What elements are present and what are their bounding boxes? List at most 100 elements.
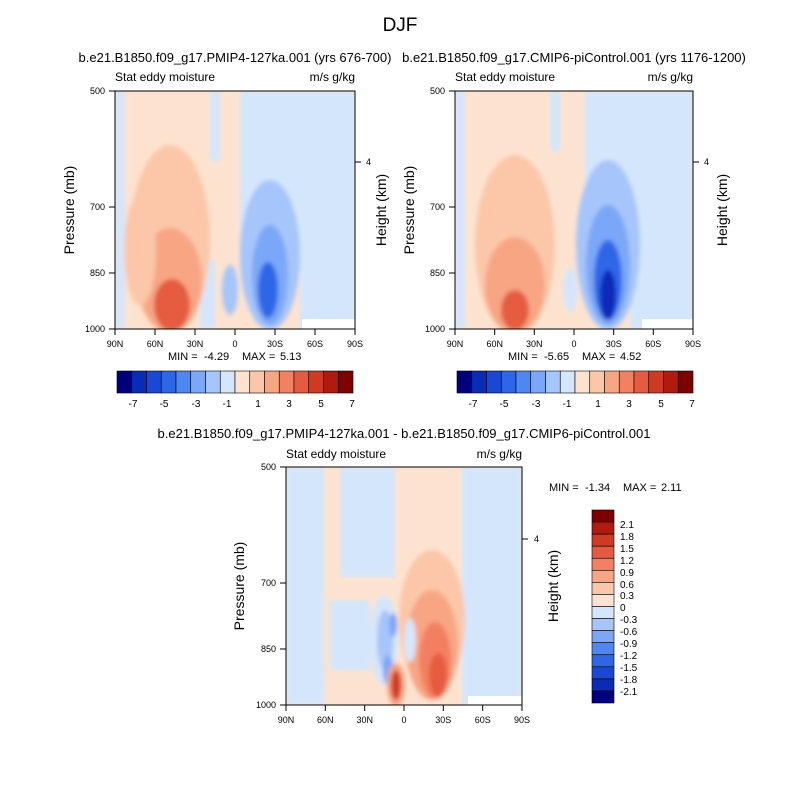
panel-1-x-tick-label: 30S <box>606 339 622 349</box>
colorbar-box <box>205 370 221 394</box>
panel-1-x-tick-label: 60N <box>486 339 503 349</box>
colorbar-box <box>591 521 615 535</box>
main-title: DJF <box>383 15 418 36</box>
panel-0-y-axis-label: Pressure (mb) <box>61 166 77 255</box>
panel-2-colorbar-label: 2.1 <box>620 520 634 531</box>
panel-1-colorbar-label: 3 <box>626 399 632 410</box>
panel-2-min-value: -1.34 <box>585 482 610 494</box>
colorbar-box <box>591 582 615 595</box>
panel-1-colorbar-label: -5 <box>500 399 509 410</box>
panel-0-max-label: MAX = <box>242 351 275 363</box>
panel-0-colorbar <box>116 370 354 394</box>
colorbar-box <box>249 370 265 394</box>
panel-2-colorbar-label: 0 <box>620 603 626 614</box>
panel-2-right-label: m/s g/kg <box>477 447 522 461</box>
panel-1-left-label: Stat eddy moisture <box>455 70 555 84</box>
panel-2-colorbar-label: 0.6 <box>620 580 634 591</box>
panel-1-max-label: MAX = <box>582 351 615 363</box>
panel-1-colorbar-label: 5 <box>658 399 664 410</box>
panel-2-minmax: MIN = -1.34 MAX = 2.11 <box>549 482 682 494</box>
panel-1-y-axis: 500 700 850 1000 Pressure (mb) <box>401 86 455 334</box>
panel-0-min-label: MIN = <box>168 351 198 363</box>
panel-2-y-tick-label: 850 <box>261 644 276 654</box>
panel-2-colorbar-label: -2.1 <box>620 687 638 698</box>
colorbar-box <box>146 370 162 394</box>
colorbar-box <box>648 370 664 394</box>
panel-2-colorbar-label: -0.3 <box>620 615 638 626</box>
panel-1-x-tick-label: 30N <box>526 339 543 349</box>
panel-2-y-axis: 500 700 850 1000 Pressure (mb) <box>231 462 286 710</box>
panel-1-colorbar-label: -3 <box>532 399 541 410</box>
panel-0-right-label: m/s g/kg <box>310 70 355 84</box>
panel-1-right-label: m/s g/kg <box>648 70 693 84</box>
colorbar-box <box>160 370 177 394</box>
colorbar-box <box>308 370 324 394</box>
colorbar-box <box>591 570 615 583</box>
panel-2-colorbar-label: 0.9 <box>620 568 634 579</box>
colorbar-box <box>663 370 679 394</box>
panel-2-x-tick-label: 60N <box>317 715 334 725</box>
colorbar-box <box>131 370 147 394</box>
colorbar-box <box>618 370 635 394</box>
panel-1-y2-axis-label: Height (km) <box>714 174 730 246</box>
panel-0-y-tick-label: 700 <box>90 202 105 212</box>
panel-0-colorbar-label: 5 <box>318 399 324 410</box>
colorbar-box <box>589 370 605 394</box>
panel-0-y2-tick-label: 4 <box>366 157 371 167</box>
panel-1-y-axis-label: Pressure (mb) <box>401 166 417 255</box>
panel-2-x-tick-label: 0 <box>401 715 406 725</box>
colorbar-box <box>471 370 487 394</box>
panel-0-y-tick-label: 1000 <box>85 324 105 334</box>
panel-2-colorbar-labels: 2.1 1.8 1.5 1.2 0.9 0.6 0.3 0 -0.3 -0.6 … <box>620 520 638 698</box>
panel-1-title: b.e21.B1850.f09_g17.CMIP6-piControl.001 … <box>402 50 746 65</box>
colorbar-box <box>323 370 339 394</box>
panel-0-left-label: Stat eddy moisture <box>115 70 215 84</box>
panel-1-colorbar-label: -7 <box>469 399 478 410</box>
panel-0-title: b.e21.B1850.f09_g17.PMIP4-127ka.001 (yrs… <box>79 50 392 65</box>
panel-0-minmax: MIN = -4.29 MAX = 5.13 <box>168 351 301 363</box>
colorbar-box <box>633 370 650 394</box>
panel-0-colorbar-label: -5 <box>160 399 169 410</box>
panel-2-field <box>286 467 522 705</box>
panel-1-colorbar-label: 7 <box>689 399 695 410</box>
colorbar-box <box>486 370 502 394</box>
panel-1-y-tick-label: 850 <box>430 268 445 278</box>
panel-2-y-tick-label: 500 <box>261 462 276 472</box>
panel-2-y-tick-label: 700 <box>261 578 276 588</box>
colorbar-box <box>591 654 615 668</box>
panel-0-colorbar-label: 3 <box>286 399 292 410</box>
colorbar-box <box>591 630 615 643</box>
panel-0: b.e21.B1850.f09_g17.PMIP4-127ka.001 (yrs… <box>61 50 391 410</box>
panel-0-colorbar-label: 1 <box>255 399 261 410</box>
colorbar-box <box>591 666 615 680</box>
panel-2-y2-axis: 4 Height (km) <box>522 534 561 622</box>
colorbar-box <box>116 370 133 394</box>
colorbar-box <box>456 370 473 394</box>
panel-2-y-tick-label: 1000 <box>256 700 276 710</box>
panel-2-max-label: MAX = <box>623 482 656 494</box>
colorbar-box <box>234 370 251 394</box>
panel-1-colorbar-label: -1 <box>563 399 572 410</box>
colorbar-box <box>591 618 615 631</box>
colorbar-box <box>500 370 517 394</box>
colorbar-box <box>337 370 354 394</box>
panel-0-x-tick-label: 60S <box>307 339 323 349</box>
panel-2-y-axis-label: Pressure (mb) <box>231 542 247 631</box>
panel-1-y2-axis: 4 Height (km) <box>693 157 730 246</box>
panel-0-colorbar-label: -1 <box>223 399 232 410</box>
panel-1-x-axis: 90N 60N 30N 0 30S 60S 90S <box>447 329 701 349</box>
panel-2-colorbar-label: -0.9 <box>620 639 638 650</box>
panel-1: b.e21.B1850.f09_g17.CMIP6-piControl.001 … <box>401 50 746 410</box>
panel-1-min-value: -5.65 <box>544 351 569 363</box>
panel-2-x-tick-label: 90S <box>514 715 530 725</box>
panel-0-x-tick-label: 60N <box>147 339 164 349</box>
colorbar-box <box>515 370 532 394</box>
panel-2-min-label: MIN = <box>549 482 579 494</box>
panel-2: b.e21.B1850.f09_g17.PMIP4-127ka.001 - b.… <box>158 426 682 725</box>
panel-0-min-value: -4.29 <box>204 351 229 363</box>
colorbar-box <box>293 370 310 394</box>
colorbar-box <box>591 594 615 607</box>
panel-2-x-tick-label: 30S <box>435 715 451 725</box>
colorbar-box <box>278 370 295 394</box>
colorbar-box <box>591 533 615 547</box>
